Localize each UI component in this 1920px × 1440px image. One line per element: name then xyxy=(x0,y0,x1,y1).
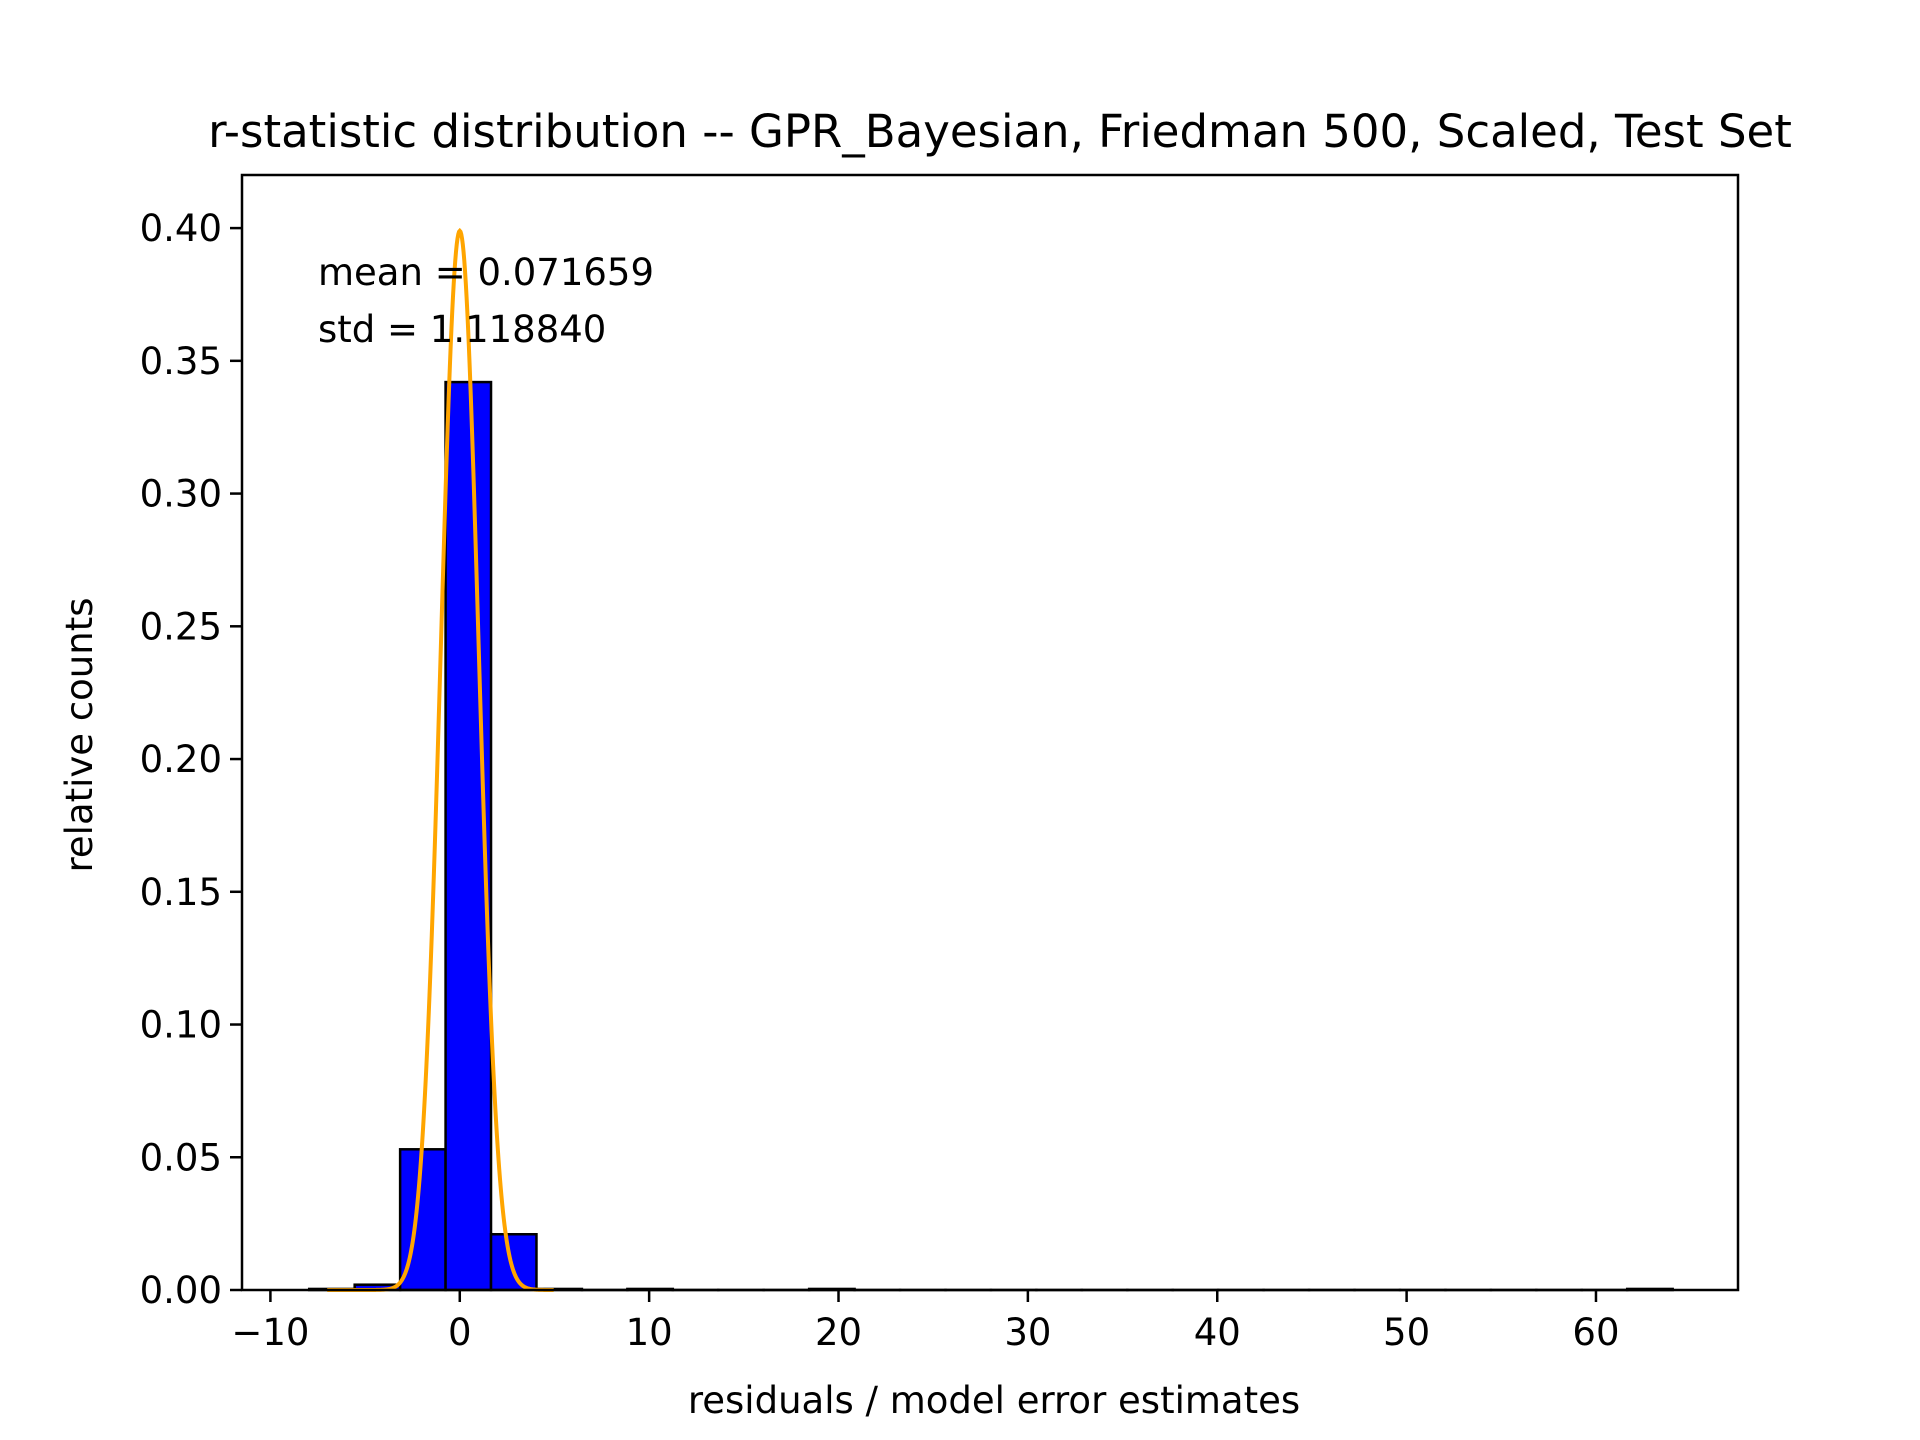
y-tick-label: 0.30 xyxy=(140,473,222,516)
y-tick-label: 0.10 xyxy=(140,1004,222,1047)
x-axis-label: residuals / model error estimates xyxy=(688,1379,1300,1422)
y-tick-label: 0.15 xyxy=(140,871,222,914)
x-tick-label: 0 xyxy=(448,1311,472,1354)
y-tick-label: 0.35 xyxy=(140,340,222,383)
x-tick-label: −10 xyxy=(231,1311,309,1354)
x-tick-label: 20 xyxy=(815,1311,862,1354)
y-tick-label: 0.20 xyxy=(140,738,222,781)
y-tick-label: 0.25 xyxy=(140,605,222,648)
axes-frame xyxy=(240,173,1740,1292)
y-tick-label: 0.05 xyxy=(140,1136,222,1179)
y-tick-label: 0.40 xyxy=(140,207,222,250)
x-axis-ticks: −10 0 10 20 30 40 50 60 xyxy=(231,1290,1620,1354)
y-tick-label: 0.00 xyxy=(140,1269,222,1312)
x-tick-label: 30 xyxy=(1004,1311,1051,1354)
mean-annotation: mean = 0.071659 xyxy=(318,251,654,294)
x-tick-label: 10 xyxy=(626,1311,673,1354)
x-tick-label: 50 xyxy=(1383,1311,1430,1354)
y-axis-ticks: 0.00 0.05 0.10 0.15 0.20 0.25 0.30 0.35 0.40 xyxy=(140,207,242,1312)
x-tick-label: 40 xyxy=(1194,1311,1241,1354)
y-axis-label: relative counts xyxy=(58,598,101,873)
std-annotation: std = 1.118840 xyxy=(318,308,606,351)
chart-title: r-statistic distribution -- GPR_Bayesian… xyxy=(208,105,1792,158)
x-tick-label: 60 xyxy=(1572,1311,1619,1354)
histogram-bar xyxy=(489,1233,538,1292)
